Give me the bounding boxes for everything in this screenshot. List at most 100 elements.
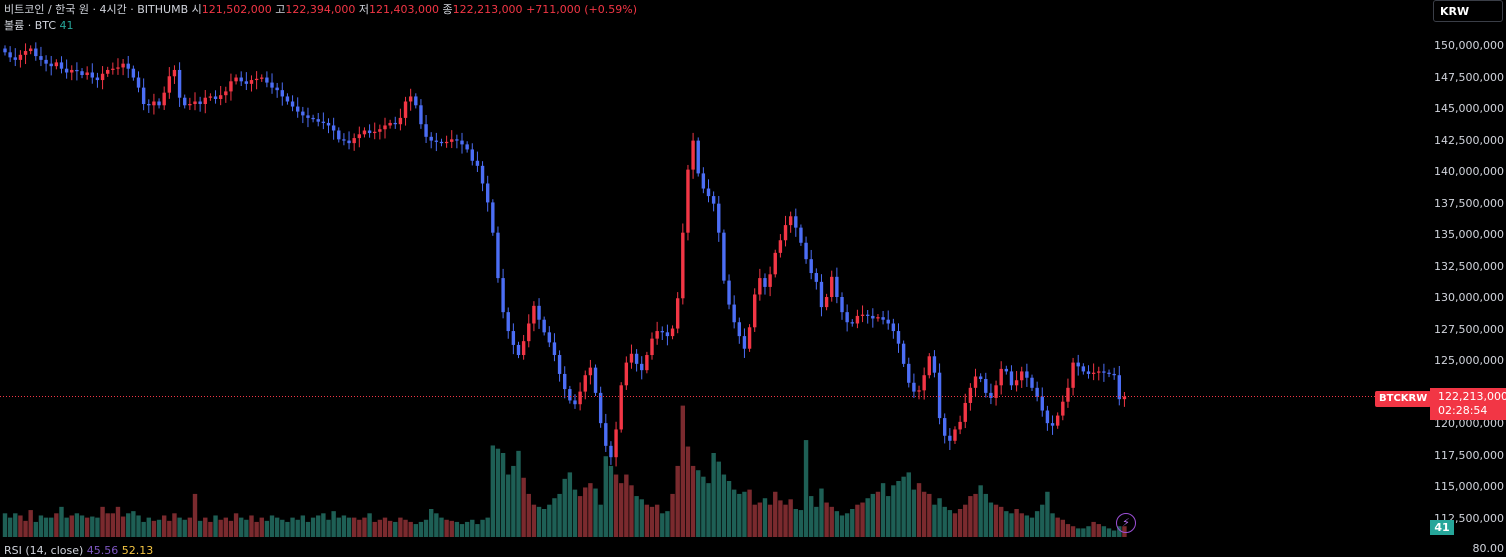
volume-bar (762, 498, 768, 537)
candle-body (896, 331, 901, 344)
candle-body (763, 278, 767, 287)
lightning-icon[interactable]: ⚡ (1116, 513, 1136, 533)
volume-bar (778, 500, 783, 537)
volume-bar (880, 483, 886, 537)
candle-body (511, 331, 516, 345)
candle-body (557, 355, 562, 374)
volume-bar (639, 499, 644, 537)
volume-bar (141, 521, 146, 537)
candle-body (244, 81, 249, 84)
volume-bar (839, 515, 845, 537)
volume-bar (161, 515, 167, 537)
candle-body (1025, 371, 1029, 378)
volume-bar (1060, 519, 1066, 537)
candle-body (660, 331, 664, 333)
volume-bar (485, 517, 490, 537)
candle-body (804, 242, 808, 260)
candle-body (542, 319, 546, 333)
volume-bar (151, 520, 157, 537)
price-axis-label: 117,500,000 (1434, 448, 1504, 462)
volume-bar (1050, 513, 1055, 537)
candle-body (470, 149, 474, 161)
candle-body (968, 387, 973, 403)
volume-legend: 볼륨 · BTC 41 (4, 17, 74, 33)
candle-body (681, 232, 685, 299)
candle-body (907, 363, 911, 383)
volume-bar (886, 496, 891, 537)
candle-body (147, 104, 151, 106)
volume-bar (38, 515, 44, 537)
candle-body (136, 77, 141, 88)
candle-body (706, 188, 711, 197)
candle-body (1030, 377, 1034, 388)
volume-bar (351, 517, 357, 537)
volume-bar (937, 498, 942, 537)
candle-body (141, 87, 146, 105)
volume-bar (1101, 526, 1107, 537)
candle-body (121, 63, 125, 68)
volume-bar (1117, 526, 1122, 537)
candle-body (301, 111, 305, 116)
volume-bar (290, 517, 295, 537)
symbol-title: 비트코인 / 한국 원 · 4시간 · BITHUMB (4, 3, 189, 16)
volume-bar (957, 509, 963, 537)
volume-bar (773, 491, 778, 537)
volume-bar (1111, 530, 1117, 537)
volume-bar (372, 521, 377, 537)
volume-bar (942, 506, 947, 537)
volume-bar (572, 489, 578, 537)
volume-bar (824, 502, 829, 537)
volume-bar (59, 506, 64, 537)
volume-bar (603, 456, 608, 537)
volume-bar (521, 477, 526, 537)
volume-bar (901, 476, 906, 537)
volume-bar (321, 513, 326, 537)
volume-bar (413, 524, 418, 537)
volume-bar (721, 474, 727, 537)
open-label: 시 (191, 3, 202, 16)
currency-button[interactable]: KRW (1433, 0, 1503, 22)
candle-body (342, 139, 346, 141)
candle-body (111, 68, 115, 70)
candle-body (90, 72, 94, 78)
candle-body (95, 77, 100, 81)
candle-body (352, 138, 356, 144)
candle-body (75, 69, 79, 72)
candle-body (778, 240, 783, 253)
volume-bar (156, 519, 162, 537)
candle-body (1004, 368, 1009, 372)
volume-bar (418, 521, 424, 537)
candle-body (326, 122, 331, 126)
candle-body (357, 134, 362, 139)
volume-bar (1086, 526, 1091, 537)
candle-body (260, 77, 264, 79)
volume-bar (341, 515, 347, 537)
price-axis-label: 137,500,000 (1434, 196, 1504, 210)
volume-bar (1070, 526, 1076, 537)
candle-body (383, 125, 387, 130)
candle-body (994, 385, 998, 398)
volume-bar (69, 515, 74, 537)
candle-body (860, 314, 865, 316)
volume-bar (120, 516, 126, 537)
candle-body (619, 385, 623, 430)
volume-bar (629, 485, 634, 537)
volume-bar (336, 517, 341, 537)
candle-body (645, 355, 649, 371)
candle-body (177, 69, 182, 98)
volume-bar (968, 496, 973, 537)
volume-bar (13, 513, 18, 537)
candle-body (640, 363, 644, 371)
volume-bar (680, 405, 686, 537)
low-label: 저 (358, 3, 369, 16)
candle-body (922, 375, 926, 391)
candle-body (152, 101, 156, 106)
volume-bar (788, 499, 793, 537)
volume-bar (916, 483, 922, 537)
rsi-label: RSI (14, close) (4, 544, 84, 557)
volume-bar (670, 493, 675, 537)
volume-bar (583, 487, 588, 537)
volume-bar (891, 485, 896, 537)
volume-bar (223, 517, 229, 537)
